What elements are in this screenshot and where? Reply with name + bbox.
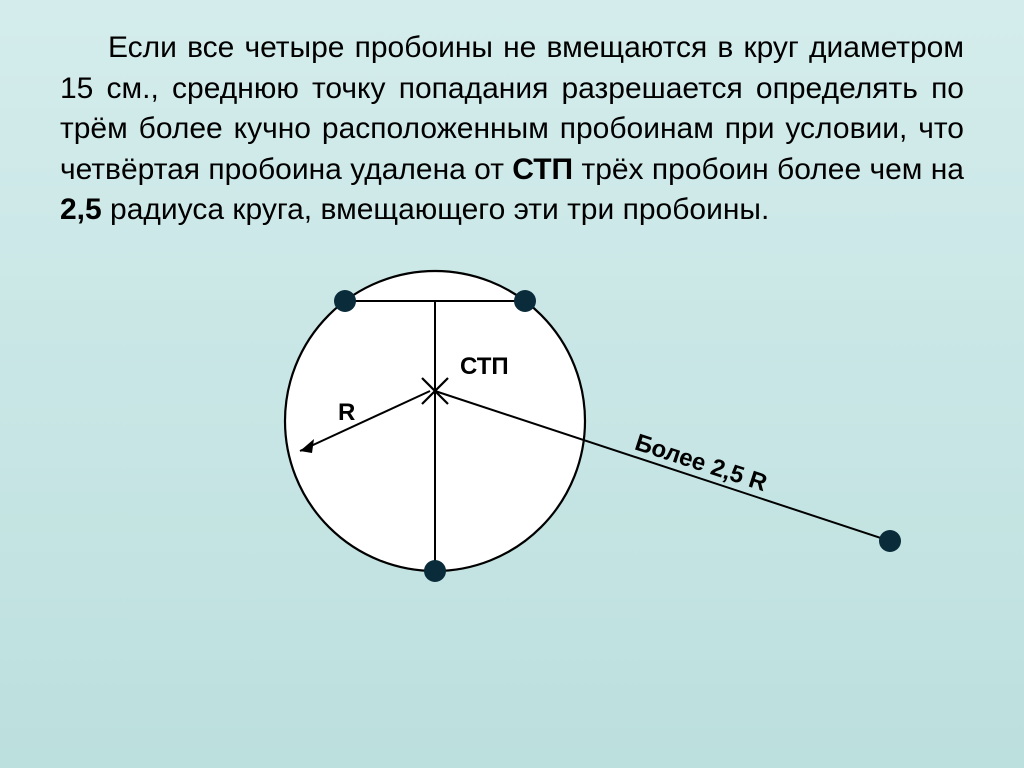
diagram: СТП R Более 2,5 R	[0, 241, 1024, 601]
diagram-svg	[0, 241, 1024, 601]
para-text-2: трёх пробоин более чем на	[573, 153, 964, 186]
label-r: R	[338, 399, 355, 427]
para-bold-stp: СТП	[512, 153, 573, 186]
label-stp: СТП	[460, 353, 509, 381]
para-text-3: радиуса круга, вмещающего эти три пробои…	[102, 193, 770, 226]
description-paragraph: Если все четыре пробоины не вмещаются в …	[60, 28, 964, 231]
para-bold-25: 2,5	[60, 193, 102, 226]
